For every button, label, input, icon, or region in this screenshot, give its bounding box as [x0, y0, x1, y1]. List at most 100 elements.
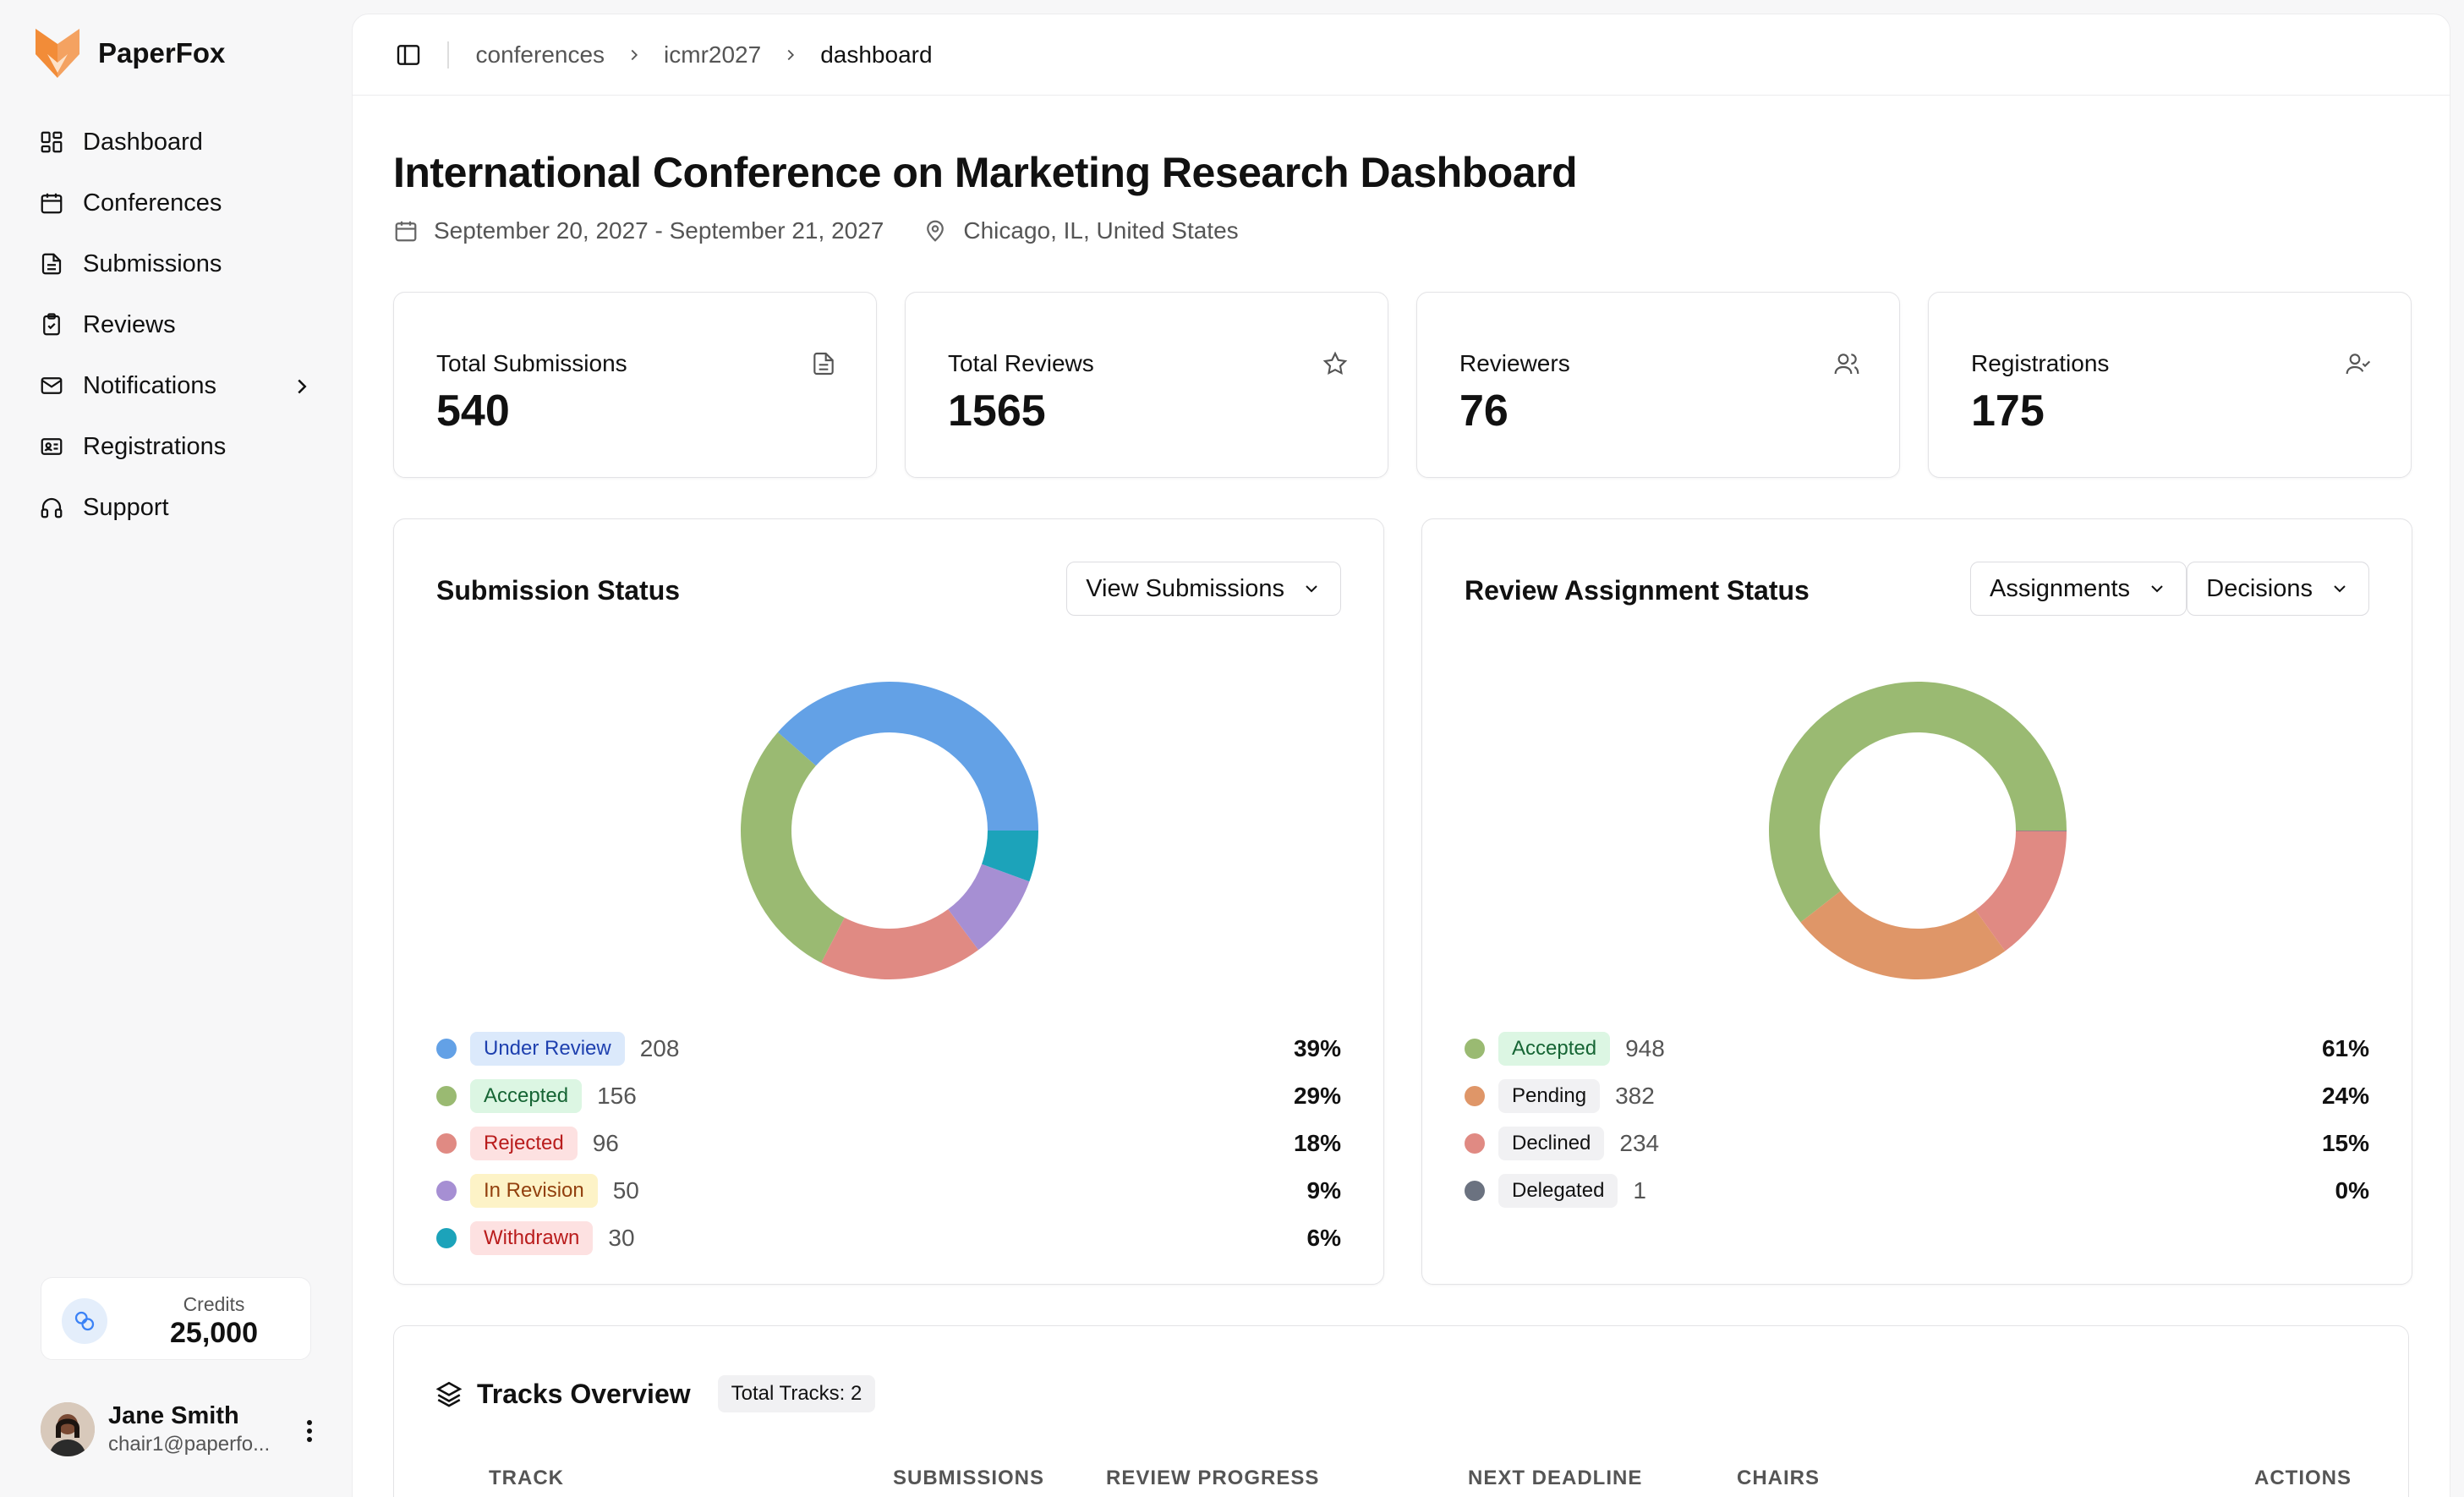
- stat-label: Total Submissions: [436, 350, 627, 376]
- review-assignment-donut: [1769, 682, 2067, 979]
- donut-slice-pending[interactable]: [1800, 891, 2006, 979]
- tracks-overview-card: Tracks Overview Total Tracks: 2 TRACK SU…: [393, 1325, 2409, 1497]
- assignments-select[interactable]: Assignments: [1969, 562, 2187, 616]
- donut-slice-under-review[interactable]: [777, 682, 1038, 831]
- select-label: View Submissions: [1086, 574, 1284, 602]
- breadcrumb-conference[interactable]: icmr2027: [664, 41, 762, 68]
- user-profile[interactable]: Jane Smith chair1@paperfo...: [41, 1401, 320, 1460]
- sidebar-item-reviews[interactable]: Reviews: [25, 294, 320, 355]
- donut-slice-withdrawn[interactable]: [982, 831, 1038, 882]
- legend-count: 948: [1625, 1035, 1665, 1061]
- donut-slice-rejected[interactable]: [821, 909, 979, 979]
- sidebar-item-dashboard[interactable]: Dashboard: [25, 112, 320, 173]
- stat-label: Reviewers: [1459, 350, 1570, 376]
- legend-dot: [436, 1133, 457, 1154]
- legend-dot: [436, 1086, 457, 1106]
- sidebar-item-label: Reviews: [83, 310, 176, 338]
- status-badge: Declined: [1498, 1127, 1605, 1160]
- legend-percent: 61%: [2321, 1035, 2369, 1061]
- breadcrumb-conferences[interactable]: conferences: [475, 41, 605, 68]
- submission-status-card: Submission Status View Submissions Under…: [393, 518, 1384, 1285]
- mail-icon: [41, 377, 63, 394]
- card-title: Submission Status: [436, 575, 681, 606]
- user-email: chair1@paperfo...: [108, 1433, 271, 1456]
- legend-row: Delegated 1 0%: [1465, 1167, 2369, 1215]
- stat-value: 1565: [948, 387, 1046, 436]
- legend-row: Pending 382 24%: [1465, 1072, 2369, 1120]
- legend-dot: [1465, 1086, 1485, 1106]
- sidebar-toggle-icon[interactable]: [395, 41, 422, 69]
- chevron-down-icon: [1306, 585, 1317, 593]
- decisions-select[interactable]: Decisions: [2187, 562, 2369, 616]
- legend-row: Accepted 948 61%: [1465, 1025, 2369, 1072]
- legend-percent: 24%: [2321, 1083, 2369, 1109]
- app-name: PaperFox: [98, 37, 226, 69]
- column-header-actions[interactable]: ACTIONS: [2254, 1467, 2352, 1489]
- legend-count: 382: [1615, 1083, 1655, 1109]
- calendar-icon: [395, 221, 417, 242]
- card-title: Review Assignment Status: [1465, 575, 1810, 606]
- top-bar: conferences icmr2027 dashboard: [353, 14, 2450, 96]
- legend-percent: 6%: [1306, 1225, 1341, 1251]
- chevron-down-icon: [2334, 585, 2346, 593]
- id-card-icon: [41, 438, 63, 455]
- breadcrumb-current: dashboard: [820, 41, 933, 68]
- file-icon: [41, 253, 62, 275]
- legend-row: Withdrawn 30 6%: [436, 1215, 1341, 1262]
- sidebar-item-registrations[interactable]: Registrations: [25, 416, 320, 477]
- legend-dot: [1465, 1133, 1485, 1154]
- total-tracks-badge: Total Tracks: 2: [717, 1375, 876, 1412]
- column-header-next-deadline[interactable]: NEXT DEADLINE: [1468, 1467, 1643, 1489]
- tracks-title: Tracks Overview: [477, 1378, 691, 1409]
- legend-count: 30: [608, 1225, 635, 1251]
- sidebar-item-conferences[interactable]: Conferences: [25, 173, 320, 233]
- stat-card-reviewers: Reviewers 76: [1416, 292, 1900, 478]
- submission-status-donut: [741, 682, 1038, 979]
- brand[interactable]: PaperFox: [36, 29, 225, 78]
- legend-row: In Revision 50 9%: [436, 1167, 1341, 1215]
- sidebar-item-submissions[interactable]: Submissions: [25, 233, 320, 294]
- legend-count: 1: [1633, 1177, 1646, 1204]
- column-header-track[interactable]: TRACK: [489, 1467, 564, 1489]
- donut-slice-accepted[interactable]: [741, 732, 845, 963]
- credits-card: Credits 25,000: [41, 1277, 311, 1360]
- tracks-header: Tracks Overview Total Tracks: 2: [435, 1375, 876, 1412]
- donut-slice-accepted[interactable]: [1769, 682, 2067, 923]
- donut-slice-in-revision[interactable]: [948, 864, 1030, 951]
- legend-percent: 39%: [1293, 1035, 1341, 1061]
- legend-row: Declined 234 15%: [1465, 1120, 2369, 1167]
- legend-count: 208: [639, 1035, 680, 1061]
- column-header-review-progress[interactable]: REVIEW PROGRESS: [1106, 1467, 1320, 1489]
- credits-value: 25,000: [170, 1317, 258, 1349]
- star-icon: [1322, 351, 1348, 376]
- stat-label: Registrations: [1971, 350, 2110, 376]
- clipboard-check-icon: [43, 313, 60, 336]
- sidebar-item-label: Notifications: [83, 371, 216, 399]
- column-header-submissions[interactable]: SUBMISSIONS: [893, 1467, 1045, 1489]
- sidebar-item-label: Dashboard: [83, 128, 203, 156]
- column-header-chairs[interactable]: CHAIRS: [1737, 1467, 1821, 1489]
- sidebar-item-notifications[interactable]: Notifications: [25, 355, 320, 416]
- legend-percent: 29%: [1293, 1083, 1341, 1109]
- avatar: [41, 1402, 95, 1456]
- fox-logo-icon: [36, 29, 79, 78]
- review-assignment-legend: Accepted 948 61% Pending 382 24% Declined 234 15…: [1465, 1025, 2369, 1215]
- chevron-down-icon: [2151, 585, 2163, 593]
- conference-meta: September 20, 2027 - September 21, 2027 …: [393, 217, 1239, 244]
- sidebar-item-support[interactable]: Support: [25, 477, 320, 538]
- legend-dot: [436, 1039, 457, 1059]
- users-icon: [1834, 354, 1859, 375]
- legend-row: Rejected 96 18%: [436, 1120, 1341, 1167]
- layers-icon: [435, 1381, 463, 1407]
- status-badge: In Revision: [470, 1174, 598, 1208]
- stat-value: 175: [1971, 387, 2045, 436]
- status-badge: Accepted: [470, 1079, 583, 1113]
- main-nav: Dashboard Conferences Submissions Review…: [25, 112, 320, 538]
- stat-card-registrations: Registrations 175: [1928, 292, 2412, 478]
- main-panel: conferences icmr2027 dashboard Internati…: [352, 14, 2450, 1497]
- view-submissions-select[interactable]: View Submissions: [1066, 562, 1341, 616]
- chevron-right-icon[interactable]: [289, 374, 315, 399]
- more-vertical-icon[interactable]: [299, 1416, 320, 1446]
- donut-slice-declined[interactable]: [1975, 831, 2067, 951]
- legend-percent: 0%: [2335, 1177, 2369, 1204]
